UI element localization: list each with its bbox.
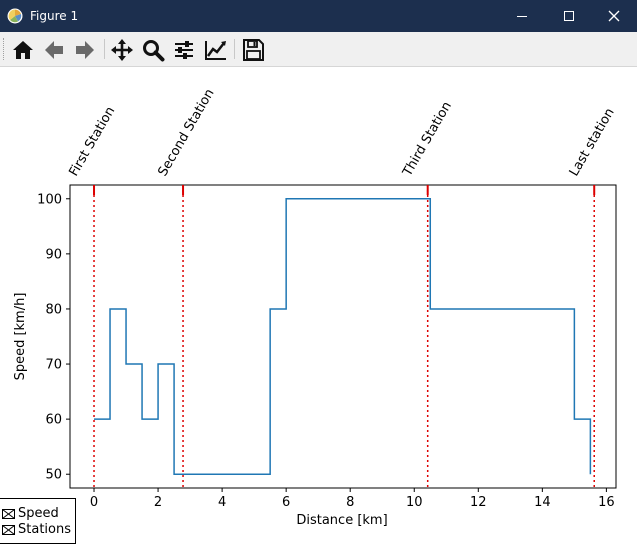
close-button[interactable] (591, 0, 637, 32)
legend-label-stations: Stations (18, 522, 71, 537)
save-icon (243, 39, 264, 61)
x-tick-label: 10 (406, 495, 423, 510)
toolbar-separator (234, 39, 235, 59)
x-tick-label: 14 (534, 495, 551, 510)
speed-chart: 0 2 4 6 8 10 12 14 16 50 60 70 80 90 100 Distance [km] S… (13, 86, 618, 528)
legend-item-stations: Stations (0, 522, 75, 538)
forward-button[interactable] (72, 37, 98, 63)
back-icon (45, 41, 63, 59)
x-tick-label: 2 (154, 495, 162, 510)
matplotlib-icon (7, 8, 23, 24)
home-button[interactable] (10, 37, 36, 63)
subplots-icon (175, 41, 193, 59)
configure-subplots-button[interactable] (171, 37, 197, 63)
y-axis-label: Speed [km/h] (13, 293, 28, 381)
y-tick-label: 70 (45, 358, 62, 373)
x-tick-label: 6 (282, 495, 290, 510)
legend-label-speed: Speed (18, 506, 59, 521)
station-label: Last station (567, 106, 618, 179)
x-axis-label: Distance [km] (296, 513, 387, 528)
zoom-icon (143, 40, 165, 62)
edit-axis-button[interactable] (203, 37, 229, 63)
home-icon (13, 41, 33, 59)
close-icon (608, 10, 620, 22)
figure-canvas[interactable]: 0 2 4 6 8 10 12 14 16 50 60 70 80 90 100 Distance [km] S… (0, 67, 637, 546)
plot-frame (69, 184, 617, 489)
station-label: First Station (66, 104, 118, 179)
station-label: Second Station (156, 86, 218, 179)
missing-glyph-icon (2, 525, 15, 535)
station-label: Third Station (400, 99, 455, 180)
forward-icon (76, 41, 94, 59)
zoom-button[interactable] (140, 37, 166, 63)
pan-button[interactable] (109, 37, 135, 63)
navigation-toolbar (0, 32, 637, 67)
x-tick-label: 12 (470, 495, 487, 510)
y-tick-label: 90 (45, 247, 62, 262)
toolbar-grip (3, 38, 6, 60)
x-tick-label: 8 (346, 495, 354, 510)
y-tick-label: 80 (45, 302, 62, 317)
toolbar-separator (104, 39, 105, 59)
y-tick-label: 100 (37, 192, 62, 207)
back-button[interactable] (41, 37, 67, 63)
x-tick-label: 0 (90, 495, 98, 510)
legend: Speed Stations (0, 498, 76, 544)
x-tick-label: 4 (218, 495, 226, 510)
missing-glyph-icon (2, 509, 15, 519)
legend-item-speed: Speed (0, 506, 75, 522)
maximize-icon (564, 11, 574, 21)
window-title: Figure 1 (30, 9, 79, 23)
title-bar: Figure 1 (0, 0, 637, 32)
x-tick-label: 16 (598, 495, 615, 510)
maximize-button[interactable] (546, 0, 592, 32)
speed-series-line (94, 198, 592, 475)
pan-icon (111, 39, 133, 61)
y-tick-label: 60 (45, 413, 62, 428)
minimize-icon (517, 16, 527, 17)
y-tick-label: 50 (45, 468, 62, 483)
edit-axis-icon (205, 41, 226, 60)
minimize-button[interactable] (499, 0, 545, 32)
save-button[interactable] (240, 37, 266, 63)
